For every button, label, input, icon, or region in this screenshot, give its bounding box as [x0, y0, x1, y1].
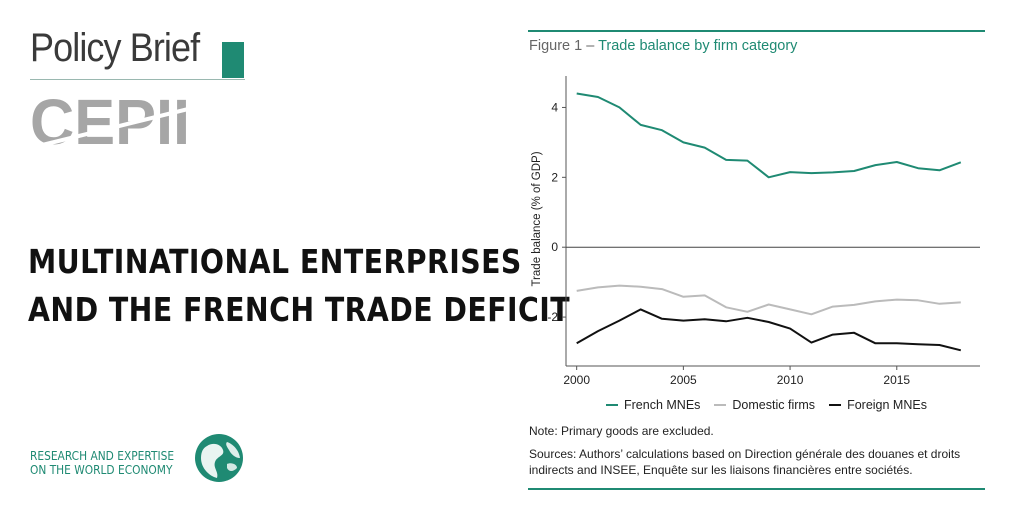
series-line-domestic-firms [576, 284, 961, 316]
figure-sources: Sources: Authors’ calculations based on … [529, 447, 961, 477]
brand-divider [30, 79, 245, 80]
series-line-foreign-mnes [576, 308, 962, 352]
cepii-logo: CEPII [29, 86, 234, 156]
x-tick-label: 2010 [777, 373, 804, 387]
figure-title-text: Trade balance by firm category [598, 38, 798, 54]
legend-swatch [714, 404, 727, 406]
brand-panel: Policy Brief CEPII MULTINATIONAL ENTERPR… [0, 0, 571, 512]
legend-label: Domestic firms [732, 398, 816, 412]
x-tick-label: 2000 [563, 373, 590, 387]
legend-item: Domestic firms [714, 398, 815, 412]
y-tick-label: -2 [547, 310, 558, 324]
y-tick-label: 0 [551, 240, 558, 254]
legend-swatch [829, 404, 842, 406]
trade-balance-chart: 4 2 0 -2 2000 2005 2010 2015 Trade balance (% of… [531, 76, 980, 387]
chart-legend: French MNEs Domestic firms Foreign MNEs [606, 398, 927, 412]
y-tick-label: 2 [551, 170, 558, 184]
x-tick-label: 2015 [883, 373, 910, 387]
policy-brief-title: Policy Brief [30, 26, 200, 70]
tagline-line-1: RESEARCH AND EXPERTISE [30, 448, 175, 463]
headline-line-1: MULTINATIONAL ENTERPRISES [28, 242, 522, 281]
legend-label: French MNEs [624, 398, 701, 412]
headline: MULTINATIONAL ENTERPRISES AND THE FRENCH… [28, 238, 571, 334]
series-line-french-mnes [576, 92, 962, 179]
legend-item: French MNEs [606, 398, 700, 412]
headline-line-2: AND THE FRENCH TRADE DEFICIT [28, 290, 571, 329]
figure-bottom-rule [528, 488, 985, 490]
legend-swatch [606, 404, 618, 406]
y-axis-label: Trade balance (% of GDP) [531, 151, 543, 286]
y-tick-label: 4 [551, 100, 558, 114]
legend-item: Foreign MNEs [829, 398, 927, 412]
svg-text:CEPII: CEPII [30, 86, 190, 156]
x-tick-label: 2005 [670, 373, 697, 387]
figure-title: Figure 1 – Trade balance by firm categor… [529, 38, 797, 54]
figure-note: Note: Primary goods are excluded. [529, 424, 714, 438]
tagline-line-2: ON THE WORLD ECONOMY [30, 462, 173, 477]
tagline: RESEARCH AND EXPERTISE ON THE WORLD ECON… [30, 449, 174, 477]
legend-label: Foreign MNEs [847, 398, 927, 412]
figure-label: Figure 1 – [529, 38, 595, 54]
figure-top-rule [528, 30, 985, 32]
globe-icon [195, 434, 243, 482]
brand-accent-square [222, 42, 244, 78]
